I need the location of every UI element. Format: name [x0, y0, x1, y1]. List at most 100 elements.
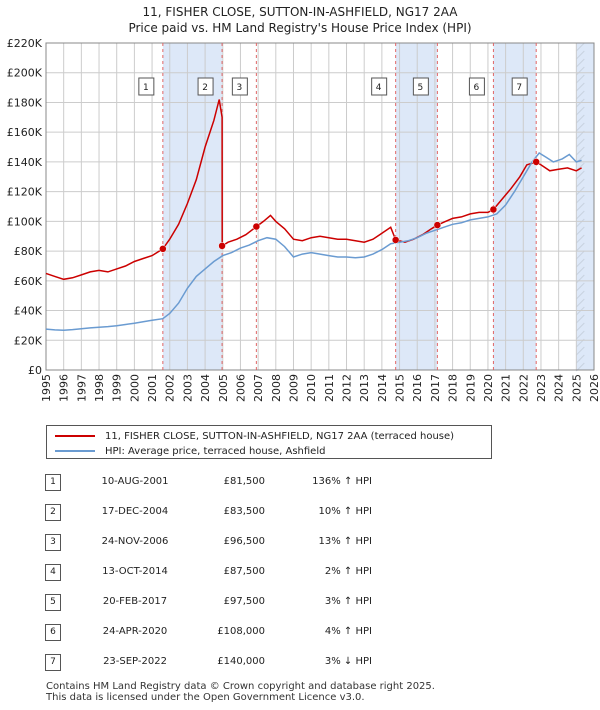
x-tick-label: 1995 [40, 374, 53, 402]
hatch-line [575, 322, 585, 332]
legend: 11, FISHER CLOSE, SUTTON-IN-ASHFIELD, NG… [46, 425, 492, 459]
hatch-line [575, 258, 585, 268]
hatch-line [575, 226, 585, 236]
sale-date: 20-FEB-2017 [102, 596, 168, 607]
sale-number: 3 [45, 534, 61, 551]
plot-frame [45, 42, 595, 371]
series-line-hpi [45, 152, 582, 331]
sale-marker-label-2: 2 [202, 83, 208, 93]
sale-number: 6 [45, 624, 61, 641]
x-tick-label: 2016 [411, 374, 424, 402]
footer-licence: This data is licensed under the Open Gov… [46, 692, 365, 703]
sale-hpi-change: 10% ↑ HPI [318, 506, 372, 517]
hatch-line [575, 90, 585, 100]
sale-price: £140,000 [217, 656, 265, 667]
hatch-line [575, 122, 585, 132]
sale-marker-box-4 [371, 77, 388, 96]
y-tick-label: £140K [7, 156, 43, 169]
sale-price: £87,500 [223, 566, 265, 577]
sale-row: 5 20-FEB-2017 £97,500 3% ↑ HPI [40, 588, 460, 618]
hatch-line [575, 346, 585, 356]
y-tick-label: £200K [7, 67, 43, 80]
x-tick-label: 2014 [376, 374, 389, 402]
sale-hpi-change: 136% ↑ HPI [312, 476, 372, 487]
shaded-range-4 [576, 43, 594, 370]
sale-date: 23-SEP-2022 [103, 656, 167, 667]
legend-item-hpi: HPI: Average price, terraced house, Ashf… [55, 444, 325, 458]
sale-row: 4 13-OCT-2014 £87,500 2% ↑ HPI [40, 558, 460, 588]
x-tick-label: 2024 [553, 374, 566, 402]
sale-hpi-change: 4% ↑ HPI [324, 626, 372, 637]
sale-number: 4 [45, 564, 61, 581]
chart-title: 11, FISHER CLOSE, SUTTON-IN-ASHFIELD, NG… [142, 5, 458, 19]
x-tick-label: 2004 [199, 374, 212, 402]
sale-date: 24-APR-2020 [102, 626, 168, 637]
x-tick-label: 2017 [429, 374, 442, 402]
x-tick-label: 1996 [58, 374, 71, 402]
hatch-line [575, 330, 585, 340]
hatch-line [575, 58, 585, 68]
x-tick-label: 2019 [464, 374, 477, 402]
sale-marker-box-7 [511, 77, 528, 96]
hatch-line [575, 250, 585, 260]
y-tick-label: £60K [14, 275, 43, 288]
y-tick-label: £0 [28, 364, 42, 377]
hatch-line [575, 266, 585, 276]
hatch-line [575, 146, 585, 156]
sale-row: 1 10-AUG-2001 £81,500 136% ↑ HPI [40, 468, 460, 498]
hatch-line [575, 42, 585, 52]
hatch-line [575, 298, 585, 308]
hatch-line [575, 194, 585, 204]
footer-copyright: Contains HM Land Registry data © Crown c… [46, 681, 435, 692]
sale-price: £83,500 [223, 506, 265, 517]
sale-row: 6 24-APR-2020 £108,000 4% ↑ HPI [40, 618, 460, 648]
sale-hpi-change: 3% ↑ HPI [324, 596, 372, 607]
x-tick-label: 2020 [482, 374, 495, 402]
sale-price: £81,500 [223, 476, 265, 487]
sale-marker-box-3 [231, 77, 248, 96]
x-tick-label: 2003 [181, 374, 194, 402]
x-tick-label: 2026 [588, 374, 600, 402]
sale-marker-box-1 [138, 77, 155, 96]
hatch-line [575, 114, 585, 124]
x-tick-label: 2023 [535, 374, 548, 402]
y-tick-label: £80K [14, 245, 43, 258]
sale-number: 5 [45, 594, 61, 611]
sale-marker-box-5 [412, 77, 429, 96]
legend-label-property: 11, FISHER CLOSE, SUTTON-IN-ASHFIELD, NG… [105, 430, 455, 442]
sale-point-2 [218, 242, 226, 250]
shaded-range-1 [162, 43, 223, 370]
hatch-line [575, 234, 585, 244]
sale-row: 3 24-NOV-2006 £96,500 13% ↑ HPI [40, 528, 460, 558]
sale-hpi-change: 2% ↑ HPI [324, 566, 372, 577]
sale-number: 7 [45, 654, 61, 671]
sale-price: £96,500 [223, 536, 265, 547]
hatch-line [575, 170, 585, 180]
x-tick-label: 2002 [164, 374, 177, 402]
sale-marker-label-3: 3 [236, 83, 242, 93]
sale-marker-label-7: 7 [516, 83, 522, 93]
x-tick-label: 2018 [447, 374, 460, 402]
sale-date: 13-OCT-2014 [102, 566, 168, 577]
sale-date: 17-DEC-2004 [101, 506, 169, 517]
sale-row: 2 17-DEC-2004 £83,500 10% ↑ HPI [40, 498, 460, 528]
sale-point-7 [532, 158, 540, 166]
x-tick-label: 2021 [500, 374, 513, 402]
hatch-line [575, 202, 585, 212]
x-tick-label: 1998 [93, 374, 106, 402]
sale-marker-label-4: 4 [376, 83, 382, 93]
x-tick-label: 2022 [517, 374, 530, 402]
x-tick-label: 2005 [217, 374, 230, 402]
legend-swatch-hpi [55, 450, 95, 452]
x-tick-label: 2009 [287, 374, 300, 402]
y-tick-label: £120K [7, 186, 43, 199]
sale-marker-label-5: 5 [418, 83, 424, 93]
sale-number: 1 [45, 474, 61, 491]
x-tick-label: 2001 [146, 374, 159, 402]
shaded-range-2 [395, 43, 438, 370]
sale-date: 24-NOV-2006 [101, 536, 169, 547]
x-tick-label: 1999 [111, 374, 124, 402]
sale-marker-box-6 [468, 77, 485, 96]
sale-price: £97,500 [223, 596, 265, 607]
y-tick-label: £160K [7, 126, 43, 139]
